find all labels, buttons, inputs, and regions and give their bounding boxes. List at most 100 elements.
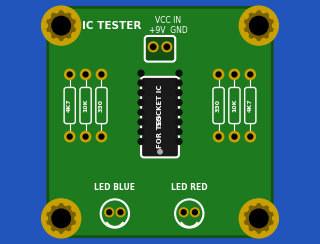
Text: LED RED: LED RED [171, 183, 208, 192]
Circle shape [83, 134, 88, 139]
Circle shape [138, 119, 144, 125]
Circle shape [138, 90, 144, 96]
Circle shape [46, 225, 51, 230]
Circle shape [213, 132, 224, 142]
Circle shape [80, 69, 91, 80]
Circle shape [158, 150, 162, 154]
Text: 10K: 10K [83, 99, 88, 112]
FancyBboxPatch shape [213, 87, 224, 124]
Circle shape [176, 90, 182, 96]
Circle shape [72, 33, 77, 38]
Circle shape [229, 69, 240, 80]
FancyBboxPatch shape [145, 36, 175, 61]
Circle shape [64, 231, 68, 236]
Circle shape [164, 44, 170, 50]
Circle shape [213, 69, 224, 80]
Circle shape [54, 231, 59, 236]
Circle shape [64, 39, 68, 43]
Circle shape [261, 39, 266, 43]
Circle shape [138, 139, 144, 144]
FancyBboxPatch shape [229, 87, 240, 124]
Circle shape [176, 139, 182, 144]
Circle shape [118, 210, 123, 215]
Circle shape [46, 14, 51, 19]
Circle shape [116, 208, 125, 217]
Circle shape [176, 129, 182, 135]
Circle shape [176, 109, 182, 115]
Circle shape [65, 69, 75, 80]
Circle shape [243, 206, 248, 211]
Circle shape [42, 6, 81, 45]
Circle shape [250, 209, 268, 228]
Circle shape [67, 72, 72, 77]
Text: IC TESTER: IC TESTER [82, 21, 141, 30]
Circle shape [46, 206, 51, 211]
Circle shape [54, 39, 59, 43]
Circle shape [269, 225, 274, 230]
Circle shape [67, 134, 72, 139]
Circle shape [240, 23, 245, 28]
Text: 330: 330 [99, 99, 104, 112]
Circle shape [261, 231, 266, 236]
Circle shape [248, 72, 253, 77]
Circle shape [245, 132, 255, 142]
Circle shape [216, 72, 221, 77]
Circle shape [148, 42, 158, 52]
Circle shape [83, 72, 88, 77]
Circle shape [192, 210, 197, 215]
Text: +9V  GND: +9V GND [149, 26, 188, 35]
Circle shape [244, 204, 274, 233]
Circle shape [240, 216, 245, 221]
FancyBboxPatch shape [96, 87, 107, 124]
Text: 10K: 10K [232, 99, 237, 112]
Circle shape [43, 23, 47, 28]
Circle shape [52, 209, 70, 228]
Circle shape [252, 231, 256, 236]
Circle shape [181, 210, 186, 215]
Circle shape [252, 8, 256, 13]
Text: 4K7: 4K7 [248, 99, 253, 112]
Circle shape [176, 80, 182, 86]
Text: FOR TES: FOR TES [157, 115, 163, 148]
Circle shape [252, 39, 256, 43]
Circle shape [179, 208, 188, 217]
Circle shape [43, 216, 47, 221]
Circle shape [269, 206, 274, 211]
Circle shape [46, 33, 51, 38]
Circle shape [273, 216, 277, 221]
Circle shape [64, 201, 68, 205]
FancyBboxPatch shape [80, 87, 91, 124]
Circle shape [229, 132, 240, 142]
Text: 4K7: 4K7 [67, 99, 72, 112]
Circle shape [80, 132, 91, 142]
Circle shape [65, 132, 75, 142]
Circle shape [245, 69, 255, 80]
Circle shape [54, 8, 59, 13]
Circle shape [239, 6, 278, 45]
Circle shape [176, 100, 182, 105]
FancyBboxPatch shape [245, 87, 256, 124]
Circle shape [107, 210, 112, 215]
Text: VCC IN: VCC IN [156, 16, 182, 25]
Circle shape [252, 201, 256, 205]
Circle shape [72, 14, 77, 19]
Circle shape [72, 225, 77, 230]
Circle shape [96, 132, 107, 142]
Circle shape [190, 208, 199, 217]
Text: SOCKET IC: SOCKET IC [157, 84, 163, 126]
Circle shape [75, 23, 80, 28]
Circle shape [269, 14, 274, 19]
Circle shape [99, 134, 104, 139]
Circle shape [138, 100, 144, 105]
Circle shape [72, 206, 77, 211]
Circle shape [244, 11, 274, 40]
Circle shape [138, 70, 144, 76]
Circle shape [54, 201, 59, 205]
FancyBboxPatch shape [64, 87, 75, 124]
Circle shape [176, 119, 182, 125]
Circle shape [216, 134, 221, 139]
Circle shape [261, 8, 266, 13]
Circle shape [250, 16, 268, 35]
Circle shape [99, 72, 104, 77]
Circle shape [243, 14, 248, 19]
